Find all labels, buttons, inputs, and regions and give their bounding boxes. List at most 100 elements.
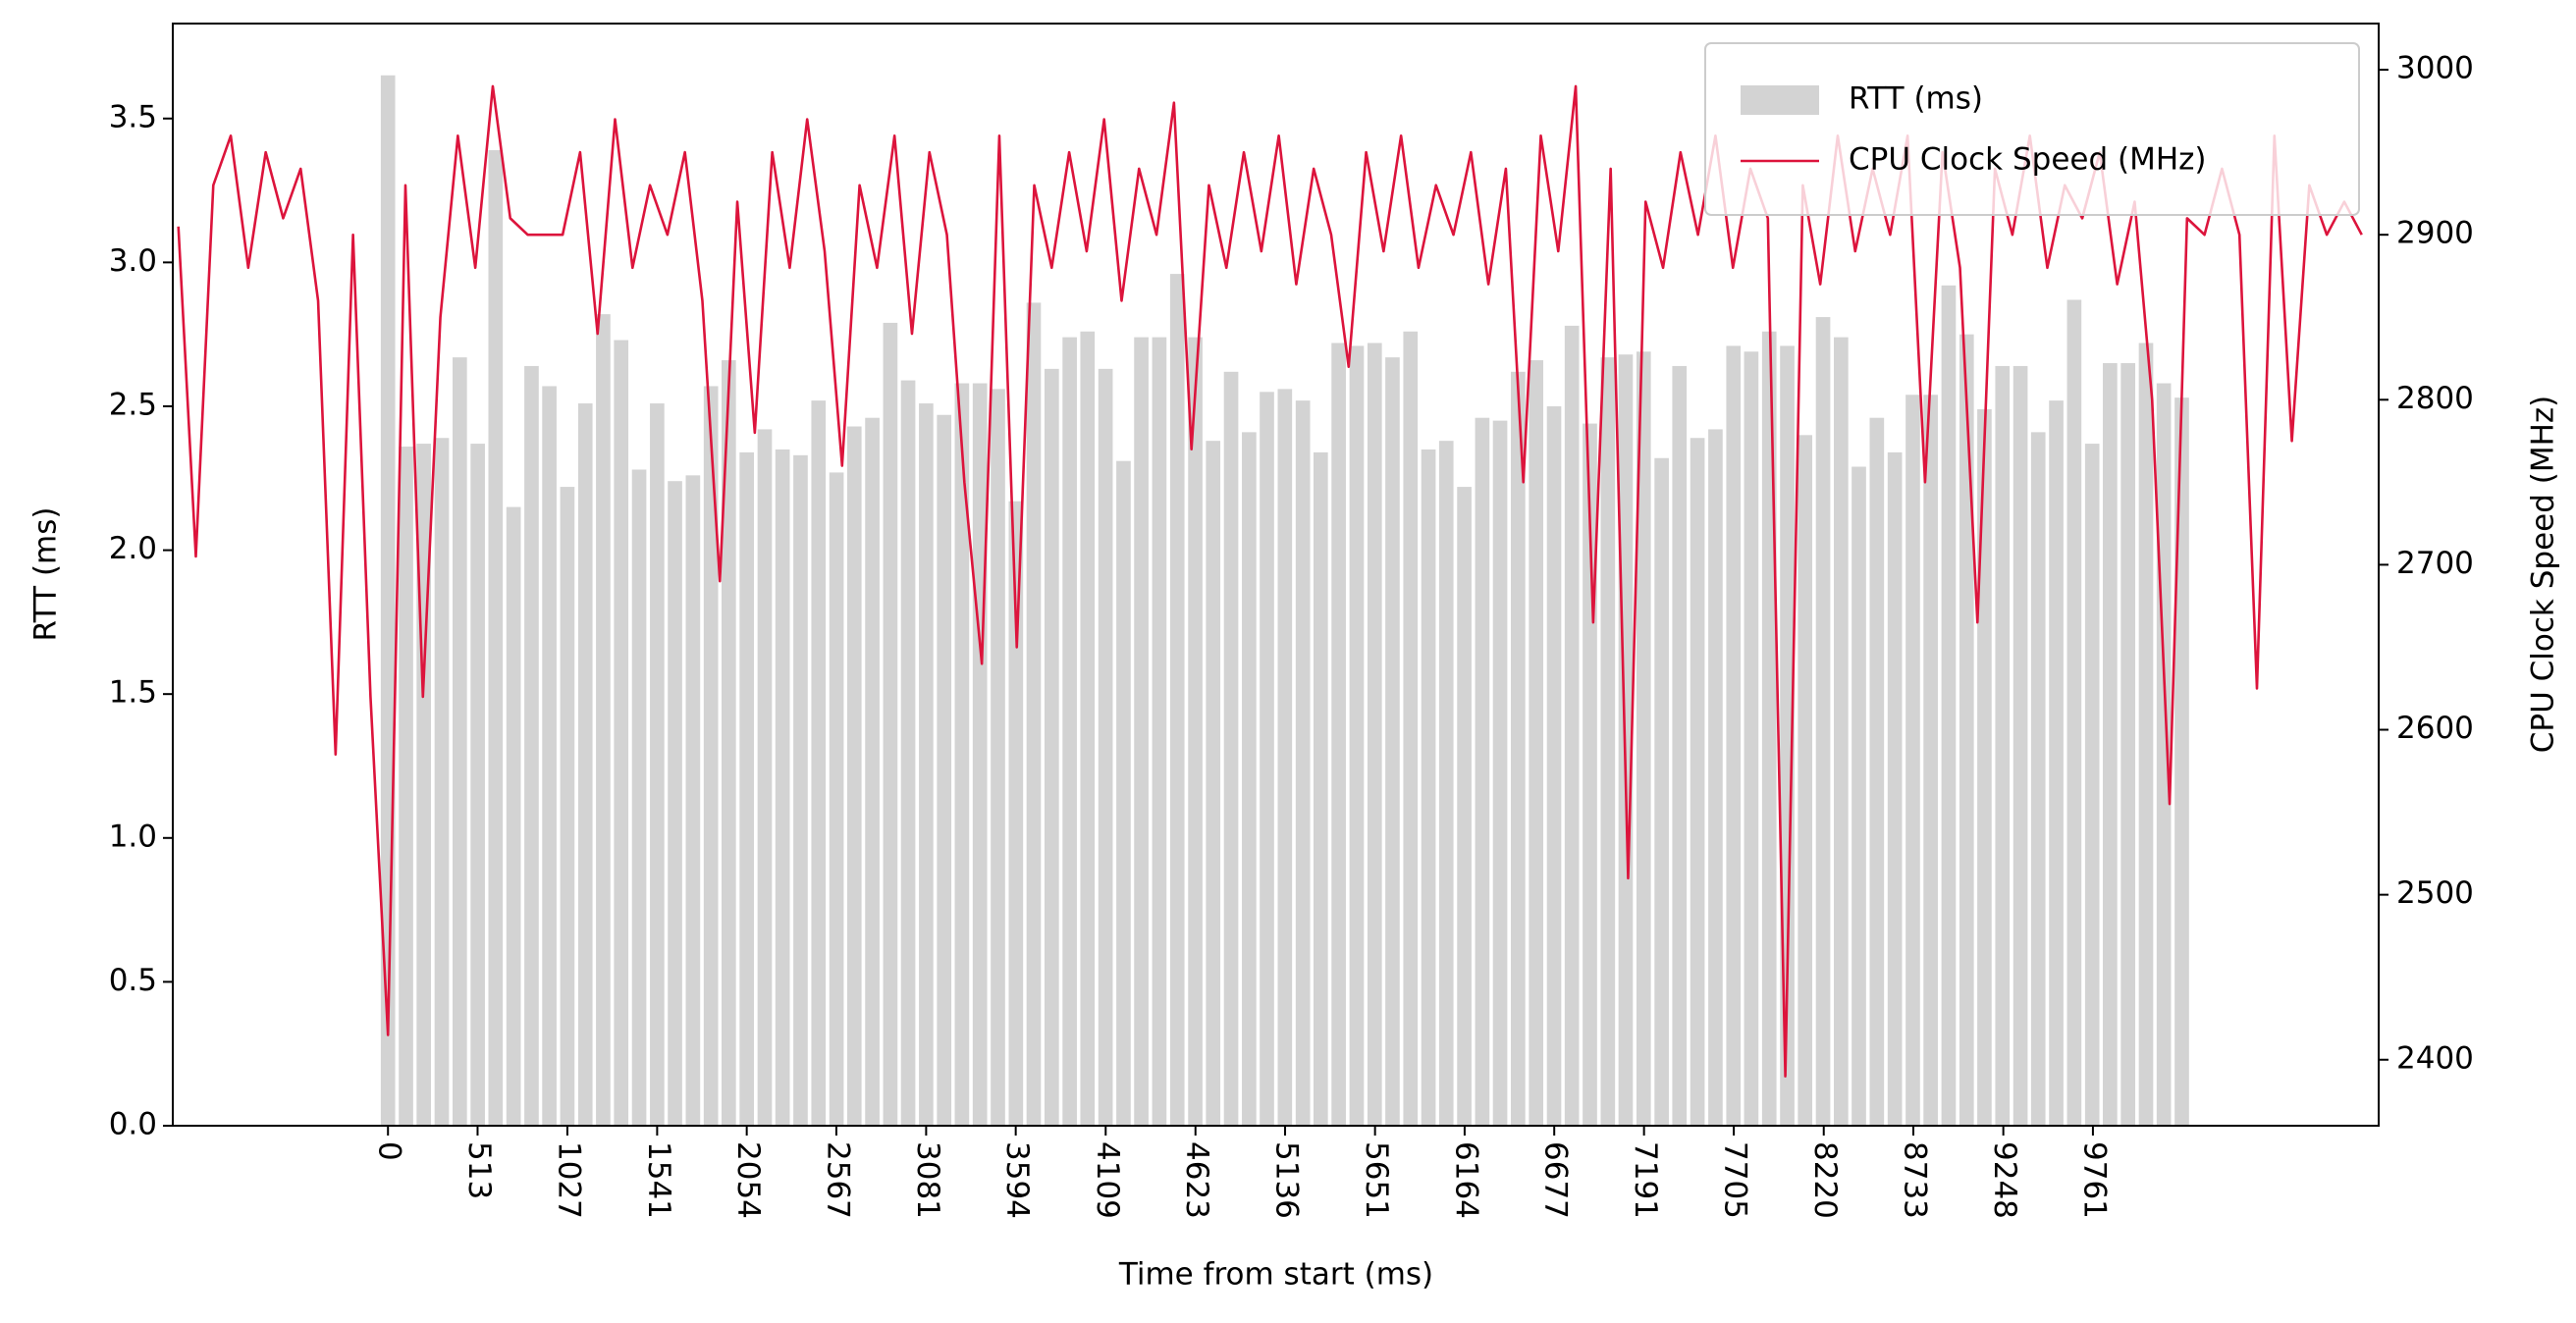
bar <box>1260 392 1274 1126</box>
bar <box>380 75 396 1126</box>
bar <box>1367 343 1382 1126</box>
bar <box>2103 362 2118 1126</box>
bar <box>1529 360 1544 1126</box>
bar <box>757 429 773 1126</box>
bar <box>560 487 575 1126</box>
bar <box>1242 432 1257 1126</box>
bar <box>1223 371 1239 1126</box>
y2-axis-label: CPU Clock Speed (MHz) <box>2526 396 2561 754</box>
bar <box>1313 451 1328 1126</box>
bar <box>829 472 844 1126</box>
bar <box>1815 317 1831 1126</box>
x-tick-label: 3081 <box>910 1141 945 1219</box>
bar <box>2120 362 2136 1126</box>
bar <box>488 150 504 1126</box>
bar <box>1403 331 1419 1126</box>
bar <box>937 414 952 1126</box>
bar <box>1116 460 1131 1126</box>
y-tick-label: 2.0 <box>109 531 157 566</box>
y2-tick-label: 2400 <box>2396 1040 2474 1076</box>
x-tick-label: 8220 <box>1807 1141 1843 1219</box>
bar <box>434 438 450 1126</box>
x-tick-label: 6677 <box>1538 1141 1574 1219</box>
y-tick-label: 1.5 <box>109 675 157 711</box>
x-tick-label: 8733 <box>1898 1141 1933 1219</box>
bar <box>577 403 593 1126</box>
bar <box>1457 487 1472 1126</box>
x-tick-label: 2054 <box>730 1141 766 1219</box>
bar <box>1905 395 1920 1126</box>
bar <box>722 360 736 1126</box>
legend-label: RTT (ms) <box>1849 81 1983 117</box>
bar <box>2138 343 2154 1126</box>
bar <box>2084 444 2100 1126</box>
bar <box>991 389 1005 1126</box>
bar <box>1959 334 1974 1126</box>
bar <box>1708 429 1723 1126</box>
x-tick-label: 7705 <box>1718 1141 1753 1219</box>
bar <box>1080 331 1096 1126</box>
x-tick-label: 7191 <box>1628 1141 1663 1219</box>
bar <box>1564 325 1580 1126</box>
y2-tick-label: 2800 <box>2396 381 2474 416</box>
plot-frame <box>172 23 2380 1127</box>
bar <box>703 386 719 1126</box>
bar <box>1887 451 1903 1126</box>
y-tick-label: 2.5 <box>109 387 157 422</box>
x-axis-label: Time from start (ms) <box>1118 1257 1433 1293</box>
y2-tick-label: 3000 <box>2396 51 2474 86</box>
bar <box>2012 365 2028 1126</box>
bar <box>650 403 665 1126</box>
bar <box>1277 389 1293 1126</box>
bar <box>972 383 988 1126</box>
x-tick-label: 9248 <box>1987 1141 2022 1219</box>
legend-box <box>1704 42 2360 216</box>
bar <box>614 340 629 1126</box>
bar <box>846 426 862 1126</box>
bar <box>542 386 557 1126</box>
bar <box>524 365 539 1126</box>
bar <box>1492 420 1508 1126</box>
x-tick-label: 513 <box>461 1141 497 1199</box>
bar <box>1726 345 1742 1126</box>
bar <box>1385 357 1400 1126</box>
bar <box>1475 417 1490 1126</box>
x-tick-label: 1027 <box>551 1141 586 1219</box>
bar <box>1654 457 1669 1126</box>
bar <box>1134 337 1149 1126</box>
bar <box>1852 466 1866 1126</box>
bar <box>1672 365 1688 1126</box>
bar <box>1600 357 1616 1126</box>
legend: RTT (ms) CPU Clock Speed (MHz) <box>1704 42 2360 216</box>
bar <box>631 469 647 1126</box>
bar <box>685 475 701 1126</box>
bar <box>2049 400 2064 1126</box>
bar <box>1977 408 1992 1126</box>
bar <box>1349 345 1365 1126</box>
x-tick-label: 1541 <box>641 1141 676 1219</box>
bar <box>1438 441 1454 1126</box>
y-tick-label: 3.0 <box>109 243 157 279</box>
y-tick-label: 1.0 <box>109 819 157 854</box>
x-tick-label: 5651 <box>1359 1141 1394 1219</box>
legend-label: CPU Clock Speed (MHz) <box>1849 142 2207 178</box>
bar <box>1798 435 1813 1126</box>
bar <box>1044 368 1059 1126</box>
bar <box>2030 432 2046 1126</box>
bar <box>954 383 970 1126</box>
bar <box>1152 337 1167 1126</box>
bar <box>1834 337 1849 1126</box>
y2-tick-label: 2900 <box>2396 216 2474 251</box>
bar <box>452 357 467 1126</box>
y-tick-label: 3.5 <box>109 99 157 134</box>
bar <box>1761 331 1777 1126</box>
y2-tick-label: 2700 <box>2396 546 2474 581</box>
y-tick-label: 0.0 <box>109 1107 157 1142</box>
x-tick-label: 4623 <box>1179 1141 1214 1219</box>
bar <box>1206 441 1221 1126</box>
y2-tick-label: 2600 <box>2396 711 2474 746</box>
bar <box>506 506 521 1126</box>
x-tick-label: 5136 <box>1269 1141 1305 1219</box>
bar <box>1331 343 1346 1126</box>
